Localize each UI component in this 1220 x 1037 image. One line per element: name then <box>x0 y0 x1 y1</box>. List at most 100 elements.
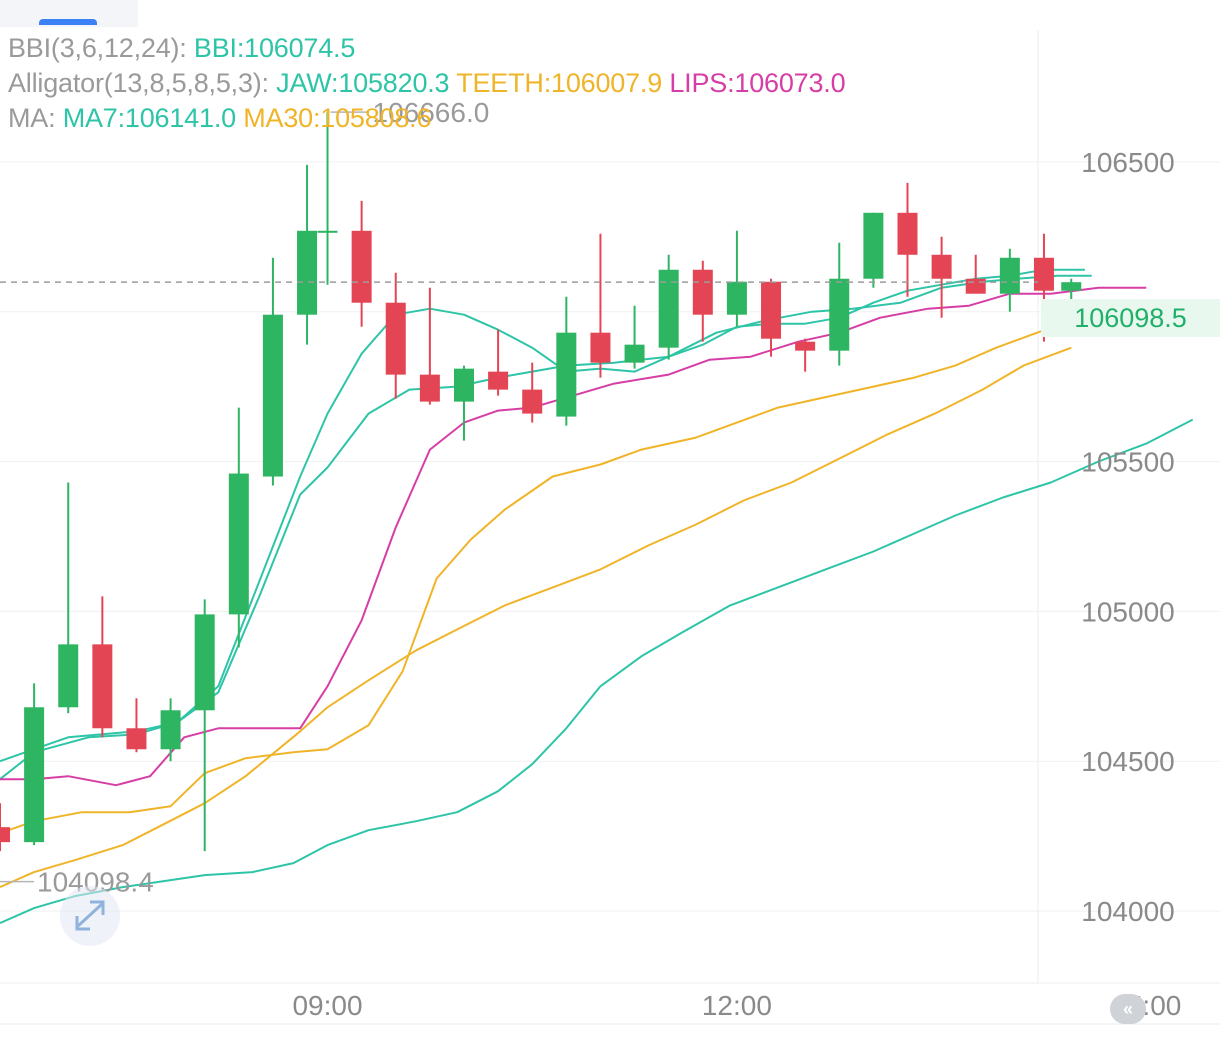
y-tick-label: 105500 <box>1081 447 1174 478</box>
line-ma30 <box>0 346 1072 889</box>
active-tab-indicator[interactable] <box>39 19 97 25</box>
candle-down <box>692 260 713 342</box>
candle-down <box>92 596 113 738</box>
legend-bbi-value: BBI:106074.5 <box>193 33 356 63</box>
candle-body <box>658 269 679 348</box>
candle-up <box>24 683 45 846</box>
legend-ma30-value: MA30:105808.6 <box>243 103 432 133</box>
legend-teeth-value: TEETH:106007.9 <box>456 68 663 98</box>
chart-axes: 10650010600010550010500010450010400009:0… <box>292 147 1181 1021</box>
candle-body <box>351 230 372 303</box>
candle-down <box>419 287 440 405</box>
candle-up <box>863 212 884 288</box>
y-tick-label: 105000 <box>1081 596 1174 627</box>
candle-body <box>385 302 406 375</box>
candle-up <box>262 257 283 486</box>
legend-alligator-label: Alligator(13,8,5,8,5,3): <box>8 68 277 98</box>
candle-up <box>829 242 850 366</box>
candle-body <box>24 707 45 843</box>
candle-up <box>58 482 79 714</box>
candle-body <box>761 281 782 339</box>
candle-up <box>160 698 181 762</box>
candle-up <box>453 365 474 441</box>
y-tick-label: 106500 <box>1081 147 1174 178</box>
candle-down <box>351 200 372 327</box>
candle-body <box>262 314 283 477</box>
candle-up <box>726 230 747 327</box>
x-tick-label: 09:00 <box>292 990 362 1021</box>
candle-up <box>194 599 215 852</box>
candle-down <box>761 278 782 357</box>
candle-body <box>931 254 952 279</box>
legend-ma-label: MA: <box>8 103 63 133</box>
line-teeth <box>0 319 1072 835</box>
candle-down <box>590 233 611 378</box>
candle-down <box>931 236 952 318</box>
y-tick-label: 104000 <box>1081 896 1174 927</box>
candle-down <box>126 698 147 753</box>
candle-body <box>999 257 1020 294</box>
candle-down <box>0 803 10 852</box>
line-ma7 <box>0 268 1085 763</box>
legend-alligator: Alligator(13,8,5,8,5,3): JAW:105820.3 TE… <box>8 66 846 101</box>
candle-body <box>194 614 215 711</box>
double-chevron-left-icon: « <box>1122 999 1133 1019</box>
candle-down <box>385 272 406 399</box>
candle-up <box>1061 278 1082 303</box>
legend-jaw-value: JAW:105820.3 <box>276 68 450 98</box>
candle-body <box>965 278 986 294</box>
candle-body <box>692 269 713 315</box>
reset-view-button[interactable] <box>60 886 120 946</box>
candle-body <box>297 230 318 315</box>
candle-up <box>999 248 1020 312</box>
candle-up <box>556 296 577 426</box>
candle-body <box>624 344 645 363</box>
candle-body <box>897 212 918 255</box>
candle-body <box>795 341 816 351</box>
y-tick-label: 104500 <box>1081 746 1174 777</box>
collapse-button[interactable]: « <box>1110 994 1146 1024</box>
candle-up <box>228 407 249 648</box>
candle-body <box>419 374 440 402</box>
candle-down <box>488 329 509 396</box>
candle-body <box>522 389 543 414</box>
legend-bbi-label: BBI(3,6,12,24): <box>8 33 194 63</box>
candle-body <box>1033 257 1054 291</box>
candle-up <box>658 254 679 360</box>
candle-body <box>58 644 79 708</box>
candle-body <box>453 368 474 402</box>
candle-up <box>624 305 645 369</box>
candle-body <box>590 332 611 363</box>
chart-grid <box>0 30 1220 1025</box>
candlesticks <box>0 112 1082 852</box>
candle-body <box>126 728 147 750</box>
candle-down <box>897 182 918 297</box>
candle-body <box>317 230 338 233</box>
indicator-lines <box>0 268 1194 925</box>
candle-body <box>863 212 884 279</box>
candle-body <box>160 710 181 750</box>
legend-ma: MA: MA7:106141.0 MA30:105808.6 <box>8 101 432 136</box>
high-label: 106666.0 <box>373 97 490 128</box>
candle-down <box>522 362 543 423</box>
expand-arrows-icon <box>75 900 105 931</box>
candle-body <box>1061 282 1082 291</box>
legend-lips-value: LIPS:106073.0 <box>669 68 846 98</box>
candle-body <box>228 473 249 615</box>
candle-up <box>317 112 338 285</box>
candle-body <box>0 827 10 843</box>
legend-ma7-value: MA7:106141.0 <box>62 103 236 133</box>
legend-bbi: BBI(3,6,12,24): BBI:106074.5 <box>8 31 355 66</box>
last-price-badge: 106098.5 <box>1041 299 1220 337</box>
candle-body <box>829 278 850 351</box>
candle-body <box>488 371 509 390</box>
candle-body <box>726 281 747 315</box>
x-tick-label: 12:00 <box>702 990 772 1021</box>
candle-down <box>795 338 816 372</box>
candle-body <box>92 644 113 729</box>
candle-down <box>965 254 986 294</box>
line-jaw <box>0 418 1194 925</box>
candle-body <box>556 332 577 417</box>
candle-up <box>297 164 318 345</box>
